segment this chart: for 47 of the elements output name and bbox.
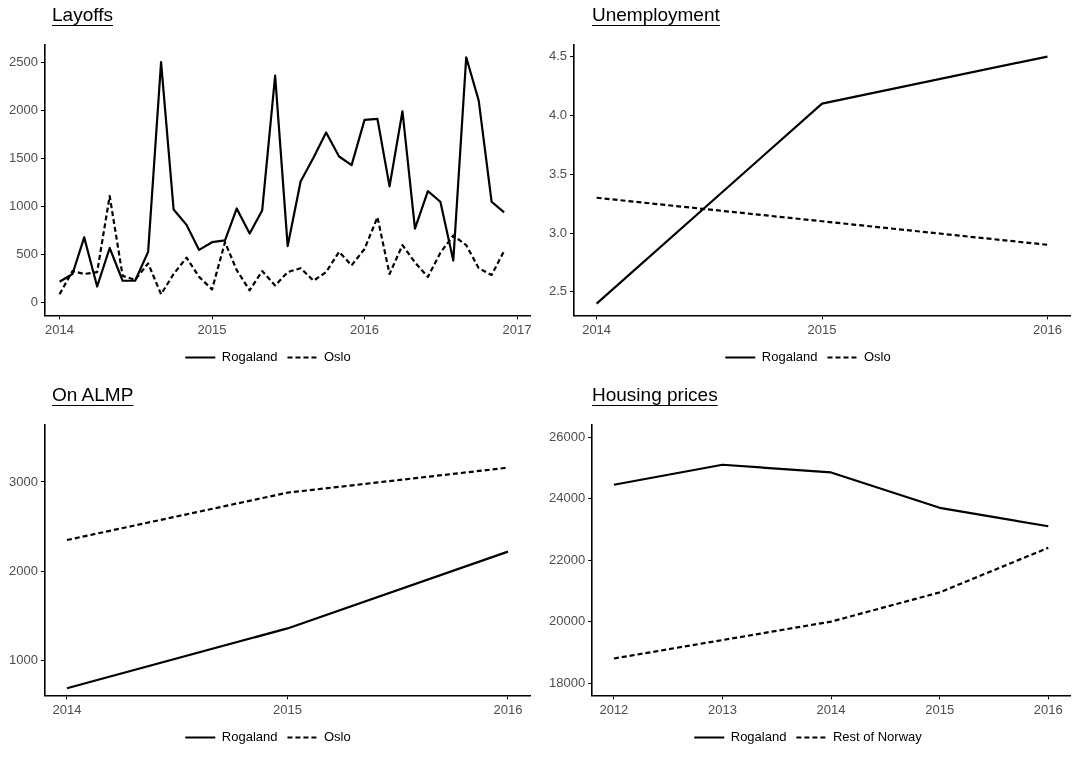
x-tick-label: 2015 — [925, 701, 955, 717]
y-tick-label: 2000 — [9, 562, 38, 578]
y-tick-label: 24000 — [548, 490, 586, 506]
x-tick-label: 2016 — [350, 321, 380, 337]
x-tick-label: 2012 — [599, 701, 629, 717]
chart-title: Housing prices — [592, 384, 718, 406]
legend-label: Oslo — [863, 349, 891, 365]
x-tick-label: 2016 — [493, 701, 523, 717]
y-tick-label: 1000 — [9, 652, 38, 668]
x-tick-label: 2016 — [1033, 321, 1062, 337]
legend-label: Rogaland — [730, 729, 787, 745]
y-tick-label: 1500 — [9, 150, 38, 166]
y-tick-label: 4.0 — [548, 106, 568, 122]
legend-label: Rogaland — [761, 349, 818, 365]
x-tick-label: 2014 — [816, 701, 846, 717]
y-tick-label: 1000 — [9, 198, 38, 214]
legend-label: Oslo — [323, 729, 351, 745]
y-tick-label: 18000 — [548, 674, 586, 690]
x-tick-label: 2015 — [197, 321, 227, 337]
y-tick-label: 0 — [30, 294, 38, 310]
x-tick-label: 2015 — [273, 701, 302, 717]
y-tick-label: 3000 — [9, 473, 38, 489]
y-tick-label: 500 — [16, 246, 38, 262]
x-tick-label: 2016 — [1033, 701, 1063, 717]
y-tick-label: 3.0 — [548, 224, 568, 240]
x-tick-label: 2014 — [45, 321, 74, 337]
y-tick-label: 2000 — [9, 101, 38, 117]
x-tick-label: 2014 — [52, 701, 82, 717]
y-tick-label: 22000 — [548, 551, 586, 567]
chart-title: On ALMP — [52, 384, 134, 406]
legend-label: Rogaland — [221, 349, 278, 365]
y-tick-label: 20000 — [548, 613, 586, 629]
x-tick-label: 2017 — [502, 321, 532, 337]
y-tick-label: 2500 — [9, 53, 38, 69]
y-tick-label: 2.5 — [548, 283, 568, 299]
legend-label: Oslo — [323, 349, 351, 365]
x-tick-label: 2013 — [708, 701, 737, 717]
y-tick-label: 4.5 — [548, 48, 568, 64]
legend-label: Rogaland — [221, 729, 278, 745]
y-tick-label: 26000 — [548, 428, 586, 444]
line-series — [612, 546, 1050, 660]
chart-title: Unemployment — [592, 4, 720, 26]
x-tick-label: 2014 — [582, 321, 612, 337]
legend-label: Rest of Norway — [832, 729, 923, 745]
x-tick-label: 2015 — [807, 321, 837, 337]
chart-title: Layoffs — [52, 4, 113, 26]
y-tick-label: 3.5 — [548, 165, 568, 181]
